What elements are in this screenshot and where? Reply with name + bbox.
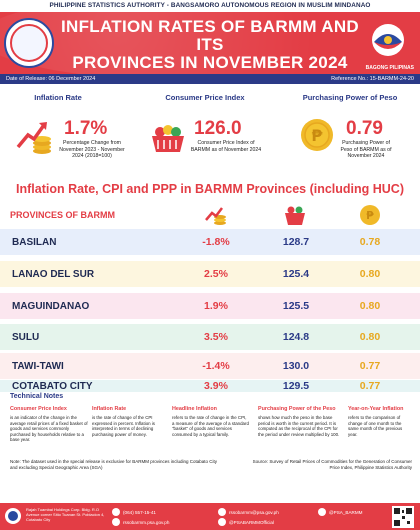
table-row: TAWI-TAWI -1.4% 130.0 0.77 — [0, 353, 420, 379]
province-name: COTABATO CITY — [12, 380, 93, 392]
reference-number: Reference No.: 15-BARMM-24-20 — [331, 76, 414, 82]
tech-note-ppp: Purchasing Power of the Peso shows how m… — [258, 406, 340, 437]
ppp-value: 0.77 — [359, 360, 381, 372]
footer: Rajah Tuambai Holdings Corp. Bldg. R.O A… — [0, 503, 420, 530]
province-name: TAWI-TAWI — [12, 360, 64, 372]
date-of-release: Date of Release: 06 December 2024 — [6, 76, 96, 82]
footer-email[interactable]: rssobarmm@psa.gov.ph — [218, 508, 279, 516]
release-info-bar: Date of Release: 06 December 2024 Refere… — [0, 74, 420, 84]
page-title: INFLATION RATES OF BARMM AND ITS PROVINC… — [61, 17, 359, 72]
footer-twitter[interactable]: @PSA_BARMM — [318, 508, 363, 516]
inflation-value: 3.9% — [204, 380, 228, 392]
ppp-value: 0.80 — [359, 300, 381, 312]
bagong-pilipinas-text: BAGONG PILIPINAS — [365, 65, 414, 71]
peso-coin-icon: ₱ — [301, 119, 333, 151]
psa-footer-logo — [5, 508, 21, 524]
dataset-note: Note: The dataset used in the special re… — [10, 459, 218, 470]
inflation-value: -1.4% — [202, 360, 230, 372]
bagong-pilipinas-logo — [372, 24, 404, 56]
shopping-basket-column-icon — [285, 206, 305, 225]
inflation-value: -1.8% — [202, 236, 230, 248]
peso-coin-column-icon: ₱ — [360, 205, 380, 225]
province-name: MAGUINDANAO — [12, 300, 90, 312]
phone-icon — [112, 508, 120, 516]
table-row: BASILAN -1.8% 128.7 0.78 — [0, 229, 420, 255]
inflation-value: 3.5% — [204, 331, 228, 343]
tech-note-cpi: Consumer Price Index is an indicator of … — [10, 406, 88, 442]
table-row: MAGUINDANAO 1.9% 125.5 0.80 — [0, 293, 420, 319]
kpi-ppp-desc: Purchasing Power of Peso of BARMM as of … — [340, 140, 392, 159]
tech-note-yoy: Year-on-Year Inflation refers to the com… — [348, 406, 404, 437]
kpi-inflation-heading: Inflation Rate — [34, 93, 82, 102]
agency-name: PHILIPPINE STATISTICS AUTHORITY - BANGSA… — [49, 2, 371, 9]
rising-coins-icon — [16, 122, 51, 154]
source-note: Source: Survey of Retail Prices of Commo… — [252, 459, 412, 470]
kpi-cpi-value: 126.0 — [194, 118, 242, 139]
province-name: SULU — [12, 331, 40, 343]
cpi-value: 129.5 — [282, 380, 310, 392]
cpi-value: 125.5 — [282, 300, 310, 312]
province-name: BASILAN — [12, 236, 57, 248]
cpi-value: 125.4 — [282, 268, 310, 280]
col-header-province: PROVINCES OF BARMM — [10, 210, 116, 220]
footer-phone: (064) 557-15-41 — [112, 508, 156, 516]
footer-facebook[interactable]: @PSABARMMOfficial — [218, 518, 274, 526]
office-address: Rajah Tuambai Holdings Corp. Bldg. R.O A… — [26, 507, 105, 522]
twitter-icon — [318, 508, 326, 516]
table-title: Inflation Rate, CPI and PPP in BARMM Pro… — [16, 182, 404, 196]
ppp-value: 0.77 — [359, 380, 381, 392]
email-icon — [218, 508, 226, 516]
qr-code — [392, 506, 414, 528]
kpi-cpi-heading: Consumer Price Index — [165, 93, 245, 102]
province-name: LANAO DEL SUR — [12, 268, 95, 280]
svg-text:₱: ₱ — [366, 209, 374, 222]
tech-note-headline: Headline Inflation refers to the rate of… — [172, 406, 249, 437]
inflation-value: 1.9% — [204, 300, 228, 312]
footer-website[interactable]: rssobarmm.psa.gov.ph — [112, 518, 169, 526]
ppp-value: 0.78 — [359, 236, 381, 248]
technical-notes-title: Technical Notes — [10, 393, 64, 400]
cpi-value: 130.0 — [282, 360, 310, 372]
kpi-inflation-value: 1.7% — [64, 118, 108, 139]
cpi-value: 128.7 — [282, 236, 310, 248]
kpi-inflation-desc: Percentage Change from November 2023 - N… — [59, 140, 125, 159]
ppp-value: 0.80 — [359, 268, 381, 280]
cpi-value: 124.8 — [282, 331, 310, 343]
psa-logo — [4, 18, 54, 68]
tech-note-inflation: Inflation Rate is the rate of change of … — [92, 406, 155, 437]
ppp-value: 0.80 — [359, 331, 381, 343]
table-row: COTABATO CITY 3.9% 129.5 0.77 — [0, 380, 420, 392]
kpi-ppp-value: 0.79 — [346, 118, 383, 139]
rising-coins-column-icon — [205, 207, 226, 225]
svg-text:₱: ₱ — [311, 126, 323, 145]
table-row: SULU 3.5% 124.8 0.80 — [0, 324, 420, 350]
facebook-icon — [218, 518, 226, 526]
kpi-ppp-heading: Purchasing Power of Peso — [302, 93, 398, 102]
table-row: LANAO DEL SUR 2.5% 125.4 0.80 — [0, 261, 420, 287]
header-banner: INFLATION RATES OF BARMM AND ITS PROVINC… — [0, 12, 420, 74]
shopping-basket-icon — [152, 125, 184, 152]
kpi-cpi-desc: Consumer Price Index of BARMM as of Nove… — [190, 140, 262, 153]
globe-icon — [112, 518, 120, 526]
inflation-value: 2.5% — [204, 268, 228, 280]
